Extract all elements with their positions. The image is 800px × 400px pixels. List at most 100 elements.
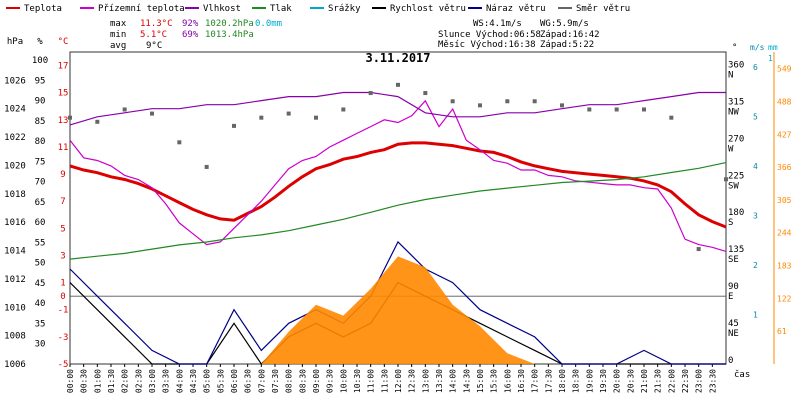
x-tick-label: 04:00 [175, 369, 184, 393]
ms-axis-unit: m/s [750, 43, 765, 52]
solar-tick-label: 122 [777, 294, 792, 303]
temp-axis-tick-label: 7 [60, 197, 65, 207]
wind-direction-point [505, 99, 510, 104]
wind-direction-point [532, 99, 537, 104]
hpa-axis-tick-label: 1010 [4, 303, 26, 313]
wind-direction-point [614, 107, 619, 112]
stats-max-rain: 0.0mm [255, 19, 282, 29]
x-tick-label: 05:00 [203, 369, 212, 393]
wind-direction-point [696, 247, 701, 252]
legend: Teplota Přízemní teplota Vlhkost Tlak Srážky… [6, 4, 630, 14]
series-line-3 [69, 162, 727, 260]
legend-label-0: Teplota [24, 4, 62, 14]
x-tick-label: 11:30 [380, 369, 389, 393]
x-tick-label: 00:30 [80, 369, 89, 393]
x-tick-label: 23:00 [695, 369, 704, 393]
pct-axis-tick-label: 70 [35, 178, 46, 188]
x-tick-label: 10:00 [339, 369, 348, 393]
ms-tick-label: 2 [753, 261, 758, 270]
legend-label-7: Směr větru [576, 4, 630, 14]
stats-min-press: 1013.4hPa [205, 30, 254, 40]
solar-tick-label: 488 [777, 97, 792, 106]
wind-direction-point [259, 115, 264, 120]
chart-title: 3.11.2017 [365, 51, 430, 65]
x-tick-label: 11:00 [367, 369, 376, 393]
x-tick-label: 22:30 [681, 369, 690, 393]
stats-moon-set: Západ:5:22 [540, 40, 594, 50]
temp-axis-tick-label: 1 [60, 279, 65, 289]
hpa-axis-tick-label: 1006 [4, 360, 26, 370]
x-tick-label: 13:30 [435, 369, 444, 393]
temp-axis-tick-label: -3 [58, 333, 69, 343]
pct-axis-tick-label: 90 [35, 97, 46, 107]
dir-tick-code: W [728, 144, 734, 154]
legend-label-1: Přízemní teplota [98, 4, 185, 14]
stats-wind-gust: WG:5.9m/s [540, 19, 589, 29]
x-tick-label: 15:30 [490, 369, 499, 393]
series-solar-area [261, 256, 535, 364]
series-line-2 [69, 91, 726, 126]
pct-axis-unit: % [37, 37, 43, 47]
x-tick-label: 22:00 [667, 369, 676, 393]
hpa-axis-tick-label: 1012 [4, 275, 26, 285]
x-tick-label: 00:00 [66, 369, 75, 393]
wind-direction-point [724, 177, 728, 182]
temp-axis-tick-label: 17 [58, 62, 69, 72]
solar-tick-label: 427 [777, 130, 792, 139]
x-tick-label: 12:00 [394, 369, 403, 393]
x-tick-label: 15:00 [476, 369, 485, 393]
ms-tick-label: 4 [753, 162, 758, 171]
x-tick-label: 21:30 [654, 369, 663, 393]
dir-tick-code: NE [728, 329, 739, 339]
dir-tick-label: 360 [728, 60, 744, 70]
hpa-axis-tick-label: 1018 [4, 190, 26, 200]
x-tick-label: 07:30 [271, 369, 280, 393]
x-tick-label: 18:00 [558, 369, 567, 393]
dir-tick-code: NW [728, 107, 739, 117]
hpa-axis-tick-label: 1008 [4, 332, 26, 342]
x-tick-label: 19:00 [585, 369, 594, 393]
x-tick-label: 16:00 [503, 369, 512, 393]
stats-avg-label: avg [110, 41, 126, 51]
x-tick-label: 02:30 [134, 369, 143, 393]
pct-axis-tick-label: 80 [35, 137, 46, 147]
stats-moon-rise: Měsíc Východ:16:38 [438, 40, 536, 50]
hpa-axis-tick-label: 1016 [4, 218, 26, 228]
pct-axis-tick-label: 65 [35, 198, 46, 208]
solar-tick-label: 244 [777, 229, 792, 238]
series-line-5 [69, 240, 726, 365]
x-tick-label: 03:30 [162, 369, 171, 393]
wind-direction-point [122, 107, 127, 112]
solar-tick-label: 549 [777, 65, 792, 74]
dir-axis-unit: ° [732, 43, 737, 53]
x-tick-label: 17:30 [544, 369, 553, 393]
temp-axis-tick-label: 0 [60, 292, 65, 302]
legend-label-2: Vlhkost [203, 4, 241, 14]
wind-direction-point [314, 115, 318, 120]
stats-max-press: 1020.2hPa [205, 19, 254, 29]
ms-tick-label: 5 [753, 112, 758, 121]
stats-sun-rise: Slunce Východ:06:58 [438, 30, 541, 40]
wind-direction-point [150, 111, 154, 116]
x-tick-label: 23:30 [708, 369, 717, 393]
x-tick-label: 16:30 [517, 369, 526, 393]
hpa-axis-tick-label: 1014 [4, 247, 26, 257]
dir-tick-label: 45 [728, 319, 739, 329]
wind-direction-point [286, 111, 291, 116]
ms-tick-label: 3 [753, 211, 758, 220]
hpa-axis-unit: hPa [7, 37, 23, 47]
temp-axis-tick-label: 13 [58, 116, 69, 126]
axes: hPa1006100810101012101410161018102010221… [4, 37, 791, 370]
x-tick-label: 18:30 [572, 369, 581, 393]
dir-tick-label: 0 [728, 356, 733, 366]
stats-max-hum: 92% [182, 19, 199, 29]
x-tick-label: 14:30 [462, 369, 471, 393]
x-tick-label: 10:30 [353, 369, 362, 393]
dir-tick-code: SE [728, 255, 739, 265]
wind-direction-point [68, 115, 72, 120]
solar-tick-label: 61 [777, 327, 787, 336]
x-axis-label: čas [734, 369, 750, 380]
series-line-1 [69, 99, 727, 252]
stats-min-label: min [110, 30, 126, 40]
pct-axis-tick-label: 100 [32, 56, 48, 66]
